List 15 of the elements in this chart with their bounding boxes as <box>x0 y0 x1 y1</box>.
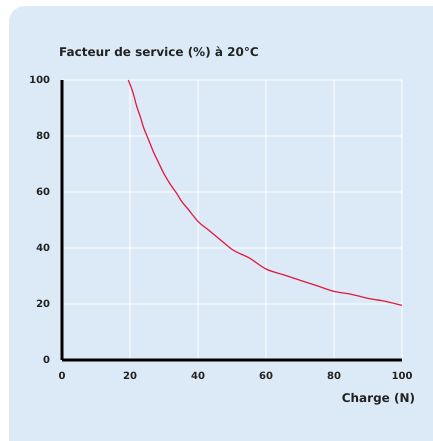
y-tick-label: 100 <box>29 75 50 86</box>
x-axis-title: Charge (N) <box>342 391 415 405</box>
x-tick-label: 0 <box>58 371 66 382</box>
line-series <box>128 79 403 306</box>
x-tick-label: 100 <box>392 371 412 382</box>
y-tick-label: 20 <box>36 299 50 310</box>
x-tick-label: 20 <box>123 371 137 382</box>
y-tick-label: 40 <box>36 243 50 254</box>
y-tick-label: 0 <box>43 355 50 366</box>
y-tick-label: 60 <box>36 187 50 198</box>
chart-title: Facteur de service (%) à 20°C <box>59 45 259 59</box>
y-tick-label: 80 <box>36 131 50 142</box>
x-tick-label: 40 <box>191 371 205 382</box>
x-tick-label: 80 <box>327 371 341 382</box>
x-tick-label: 60 <box>259 371 273 382</box>
